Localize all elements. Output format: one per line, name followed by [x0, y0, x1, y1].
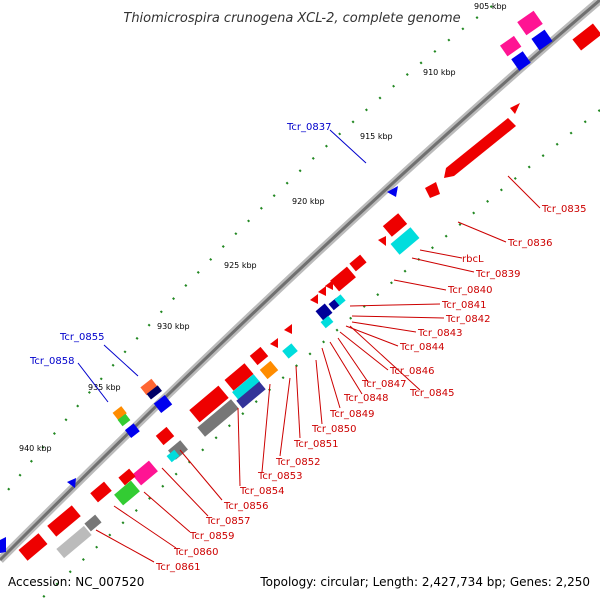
gene-block [197, 399, 239, 437]
gene-label: Tcr_0852 [275, 457, 320, 468]
gene-block [117, 413, 131, 427]
tick-label: 935 kbp [88, 383, 121, 392]
gene-label: Tcr_0849 [329, 409, 374, 420]
gene-label: Tcr_0860 [173, 547, 218, 558]
tick-label: 930 kbp [157, 322, 190, 331]
gene-arrow [387, 186, 398, 197]
gene-block [118, 468, 136, 486]
gene-label: Tcr_0847 [361, 379, 406, 390]
tick-label: 920 kbp [292, 197, 325, 206]
callout-line [329, 129, 367, 164]
gene-label: Tcr_0841 [441, 300, 486, 311]
gene-block [132, 460, 158, 486]
gene-block [155, 426, 175, 446]
gene-label: Tcr_0835 [541, 204, 586, 215]
gene-label: Tcr_0845 [409, 388, 454, 399]
callout-line [103, 344, 139, 377]
gene-label: Tcr_0861 [155, 562, 200, 573]
gene-arrow [0, 537, 6, 553]
gene-arrow [378, 236, 386, 246]
tick-label: 925 kbp [224, 261, 257, 270]
gene-label: Tcr_0854 [239, 486, 284, 497]
gene-label: Tcr_0840 [447, 285, 492, 296]
gene-block [249, 346, 269, 366]
gene-block [282, 343, 298, 359]
gene-arrow [284, 324, 292, 334]
gene-arrow [67, 478, 76, 488]
gene-label: Tcr_0850 [311, 424, 356, 435]
gene-label: Tcr_0857 [205, 516, 250, 527]
gene-label: Tcr_0842 [445, 314, 490, 325]
gene-label: Tcr_0859 [189, 531, 234, 542]
map-title: Thiomicrospira crunogena XCL-2, complete… [123, 11, 460, 26]
gene-label: Tcr_0853 [257, 471, 302, 482]
gene-block [334, 294, 346, 306]
gene-block [166, 449, 180, 463]
gene-block [146, 385, 162, 400]
gene-label: Tcr_0836 [507, 238, 552, 249]
gene-block [47, 505, 81, 537]
gene-label: Tcr_0855 [59, 332, 104, 343]
gene-block [320, 315, 334, 329]
gene-block [236, 381, 266, 409]
gene-arrow [270, 338, 278, 348]
tick-label: 915 kbp [360, 132, 393, 141]
gene-block [90, 481, 112, 503]
gene-block [84, 514, 102, 532]
gene-label: Tcr_0844 [399, 342, 444, 353]
gene-block [224, 363, 254, 391]
gene-block [500, 35, 522, 57]
gene-block [112, 406, 127, 421]
gene-block [18, 533, 48, 561]
gene-block [444, 118, 516, 178]
gene-label: Tcr_0856 [223, 501, 268, 512]
gene-arrow [510, 103, 520, 114]
tick-rail-outer [0, 5, 493, 501]
gene-arrow [325, 280, 333, 290]
gene-block [153, 394, 173, 414]
gene-block [189, 385, 229, 423]
gene-block [124, 423, 140, 439]
tick-label: 905 kbp [474, 2, 507, 11]
gene-block [517, 10, 543, 36]
gene-arrow [310, 294, 318, 304]
gene-label: Tcr_0839 [475, 269, 520, 280]
gene-block [382, 213, 408, 237]
gene-label: Tcr_0851 [293, 439, 338, 450]
gene-label: Tcr_0858 [29, 356, 74, 367]
gene-block [330, 266, 356, 292]
tick-label: 940 kbp [19, 444, 52, 453]
gene-block [511, 51, 531, 71]
gene-block [572, 23, 600, 51]
tick-label: 910 kbp [423, 68, 456, 77]
reverse-callouts [95, 175, 541, 563]
gene-label: Tcr_0837 [286, 122, 331, 133]
gene-block [531, 29, 553, 51]
gene-block [390, 227, 420, 255]
gene-block [114, 480, 140, 506]
callout-line [77, 362, 109, 403]
gene-arrow [318, 286, 326, 296]
gene-block [259, 360, 279, 380]
gene-block [140, 378, 158, 396]
gene-block [349, 254, 367, 272]
gene-arrow [425, 182, 440, 198]
summary-text: Topology: circular; Length: 2,427,734 bp… [259, 575, 590, 589]
gene-label: Tcr_0843 [417, 328, 462, 339]
gene-label: Tcr_0848 [343, 393, 388, 404]
gene-block [56, 525, 92, 559]
gene-label: Tcr_0846 [389, 366, 434, 377]
gene-block [232, 374, 260, 400]
accession-text: Accession: NC_007520 [8, 575, 144, 589]
tick-rail-inner [39, 109, 600, 600]
gene-label: rbcL [462, 254, 484, 265]
